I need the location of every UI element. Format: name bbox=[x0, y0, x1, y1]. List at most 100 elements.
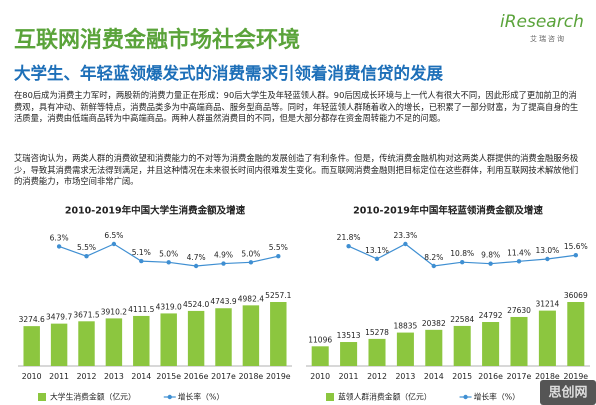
chart-title: 2010-2019年中国大学生消费金额及增速 bbox=[65, 205, 246, 217]
data-label: 4524.0 bbox=[183, 300, 209, 309]
data-label: 36069 bbox=[564, 291, 588, 300]
data-label: 27630 bbox=[507, 306, 531, 315]
line-marker bbox=[545, 256, 550, 262]
page-title: 互联网消费金融市场社会环境 bbox=[14, 28, 301, 53]
bar bbox=[215, 308, 232, 366]
x-tick-label: 2018e bbox=[239, 372, 264, 381]
x-tick-label: 2012 bbox=[367, 372, 387, 381]
line-marker bbox=[460, 260, 465, 265]
data-label: 5.5% bbox=[269, 243, 288, 252]
page-subtitle: 大学生、年轻蓝领爆发式的消费需求引领着消费信贷的发展 bbox=[14, 64, 443, 83]
line-marker bbox=[166, 260, 171, 265]
x-tick-label: 2011 bbox=[339, 372, 359, 381]
line-marker bbox=[56, 244, 62, 249]
data-label: 22584 bbox=[450, 315, 474, 324]
legend-marker bbox=[167, 394, 172, 400]
bar bbox=[482, 322, 500, 366]
x-tick-label: 2017e bbox=[211, 372, 236, 381]
data-label: 13513 bbox=[337, 331, 361, 340]
data-label: 5.0% bbox=[159, 249, 178, 258]
data-label: 6.3% bbox=[50, 233, 69, 242]
legend-marker bbox=[463, 394, 468, 400]
x-tick-label: 2015e bbox=[156, 372, 181, 381]
data-label: 31214 bbox=[535, 300, 559, 309]
data-label: 3910.2 bbox=[101, 307, 127, 316]
data-label: 21.8% bbox=[337, 233, 361, 242]
x-tick-label: 2010 bbox=[22, 372, 42, 381]
x-tick-label: 2015 bbox=[452, 372, 472, 381]
x-tick-label: 2019e bbox=[563, 372, 588, 381]
data-label: 8.2% bbox=[424, 253, 443, 262]
data-label: 5.1% bbox=[132, 248, 151, 257]
bar bbox=[425, 329, 443, 366]
line-marker bbox=[431, 263, 436, 269]
data-label: 24792 bbox=[479, 311, 503, 320]
watermark: 思创网 bbox=[548, 385, 587, 401]
data-label: 4743.9 bbox=[210, 297, 236, 306]
line-marker bbox=[488, 261, 493, 266]
x-tick-label: 2019e bbox=[266, 372, 291, 381]
bar bbox=[242, 305, 260, 366]
data-label: 13.0% bbox=[535, 246, 559, 255]
x-tick-label: 2014 bbox=[424, 372, 444, 381]
data-label: 3479.7 bbox=[46, 313, 72, 322]
data-label: 9.8% bbox=[481, 251, 500, 260]
data-label: 20382 bbox=[422, 319, 446, 328]
data-label: 11096 bbox=[308, 335, 332, 344]
data-label: 15.6% bbox=[564, 242, 588, 251]
data-label: 5.0% bbox=[241, 249, 260, 258]
bar bbox=[160, 313, 177, 366]
line-marker bbox=[193, 263, 199, 269]
bar bbox=[187, 310, 205, 366]
data-label: 5257.1 bbox=[265, 291, 291, 300]
legend-swatch bbox=[326, 393, 334, 401]
legend-label: 增长率（%） bbox=[178, 392, 224, 402]
line-marker bbox=[84, 254, 89, 259]
x-tick-label: 2016e bbox=[478, 372, 503, 381]
bar bbox=[270, 302, 287, 366]
data-label: 3274.6 bbox=[19, 315, 45, 324]
data-label: 4111.5 bbox=[128, 305, 154, 314]
line-marker bbox=[374, 256, 380, 262]
bar bbox=[396, 332, 414, 366]
paragraph: 艾瑞咨询认为，两类人群的消费欲望和消费能力的不对等为消费金融的发展创造了有利条件… bbox=[14, 153, 579, 187]
legend-swatch bbox=[38, 393, 46, 401]
bar bbox=[567, 302, 585, 366]
data-label: 10.8% bbox=[450, 249, 474, 258]
line-marker bbox=[573, 253, 578, 258]
legend-label: 蓝领人群消费金额（亿元） bbox=[338, 392, 432, 402]
line-marker bbox=[139, 258, 144, 264]
data-label: 5.5% bbox=[77, 243, 96, 252]
data-label: 11.4% bbox=[507, 248, 531, 257]
x-tick-label: 2012 bbox=[77, 372, 97, 381]
data-label: 6.5% bbox=[104, 231, 123, 240]
paragraph: 在80后成为消费主力军时，两股新的消费力量正在形成：90后大学生及年轻蓝领人群。… bbox=[14, 90, 579, 124]
x-tick-label: 2010 bbox=[310, 372, 330, 381]
x-tick-label: 2013 bbox=[104, 372, 124, 381]
line-marker bbox=[248, 260, 254, 265]
data-label: 3671.5 bbox=[73, 310, 99, 319]
data-label: 4.9% bbox=[214, 251, 233, 260]
line-marker bbox=[111, 241, 117, 247]
line-marker bbox=[516, 259, 522, 264]
logo-sub: 艾瑞咨询 bbox=[530, 35, 566, 43]
bar bbox=[105, 318, 123, 366]
x-tick-label: 2013 bbox=[395, 372, 415, 381]
bar bbox=[340, 342, 358, 366]
bar bbox=[368, 338, 386, 366]
bar bbox=[78, 321, 95, 366]
legend-label: 大学生消费金额（亿元） bbox=[50, 392, 136, 402]
data-label: 13.1% bbox=[365, 246, 389, 255]
watermark-bg bbox=[540, 380, 596, 405]
x-tick-label: 2011 bbox=[49, 372, 69, 381]
legend-label: 增长率（%） bbox=[474, 392, 520, 402]
logo: iResearch bbox=[500, 12, 584, 32]
data-label: 4319.0 bbox=[156, 302, 182, 311]
data-label: 4.7% bbox=[187, 253, 206, 262]
bar bbox=[23, 326, 40, 366]
line-marker bbox=[346, 243, 351, 249]
bar bbox=[453, 325, 471, 366]
chart-title: 2010-2019年中国年轻蓝领消费金额及增速 bbox=[353, 205, 543, 217]
x-tick-label: 2014 bbox=[131, 372, 151, 381]
